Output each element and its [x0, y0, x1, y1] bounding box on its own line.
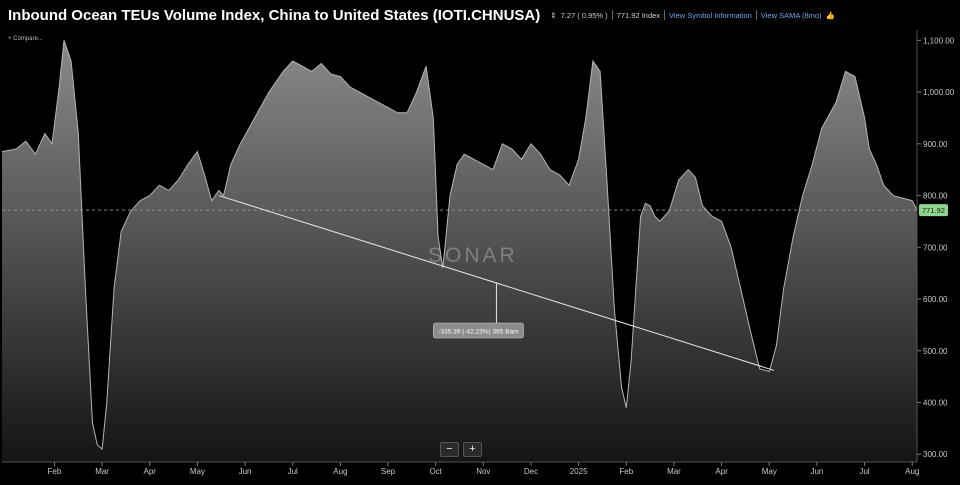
compare-button[interactable]: + Compare...	[8, 36, 43, 42]
y-tick-label: 900.00	[923, 140, 948, 149]
y-tick-label: 500.00	[923, 347, 948, 356]
y-tick-label: 600.00	[923, 295, 948, 304]
thumbs-up-icon[interactable]: 👍	[825, 10, 835, 20]
y-tick-label: 1,100.00	[923, 36, 955, 45]
x-tick-label: Sep	[381, 467, 396, 476]
x-tick-label: Dec	[524, 467, 538, 476]
current-value: 771.92 Index	[616, 10, 661, 20]
chart-header: Inbound Ocean TEUs Volume Index, China t…	[8, 5, 839, 25]
view-sama-link[interactable]: View SAMA (8mo)	[760, 10, 822, 20]
x-tick-label: Apr	[144, 467, 157, 476]
compare-label: Compare...	[13, 36, 43, 42]
x-tick-label: Jun	[239, 467, 252, 476]
x-tick-label: Jun	[810, 467, 823, 476]
x-tick-label: Oct	[429, 467, 442, 476]
up-down-arrow-icon: ⇕	[550, 10, 557, 20]
view-symbol-info-link[interactable]: View Symbol Information	[669, 10, 752, 20]
symbol-meta: ⇕ 7.27 ( 0.95% ) 771.92 Index View Symbo…	[546, 10, 839, 20]
y-tick-label: 300.00	[923, 450, 948, 459]
x-tick-label: Feb	[619, 467, 633, 476]
x-tick-label: Aug	[333, 467, 347, 476]
zoom-out-button[interactable]: −	[440, 442, 459, 457]
current-value-badge	[919, 204, 948, 217]
x-tick-label: Aug	[905, 467, 919, 476]
x-tick-label: Apr	[715, 467, 728, 476]
series-area	[2, 40, 917, 463]
y-tick-label: 1,000.00	[923, 88, 955, 97]
measure-label-box	[433, 322, 524, 339]
x-tick-label: 2025	[570, 467, 588, 476]
x-tick-label: Mar	[95, 467, 109, 476]
meta-divider	[755, 10, 757, 20]
x-tick-label: May	[190, 467, 205, 476]
measure-label: -335.39 (-42.23%) 365 Bars	[438, 328, 519, 335]
y-tick-label: 800.00	[923, 192, 948, 201]
x-tick-label: Jul	[288, 467, 298, 476]
sonar-watermark: SONAR	[428, 244, 518, 267]
change-value: 7.27 ( 0.95% )	[560, 10, 608, 20]
series-line	[1, 40, 918, 451]
chart-title: Inbound Ocean TEUs Volume Index, China t…	[8, 6, 541, 24]
meta-divider	[664, 10, 666, 20]
zoom-controls: − +	[440, 442, 482, 457]
x-tick-label: May	[762, 467, 777, 476]
meta-divider	[611, 10, 613, 20]
y-tick-label: 400.00	[923, 399, 948, 408]
x-tick-label: Mar	[667, 467, 681, 476]
zoom-in-button[interactable]: +	[463, 442, 482, 457]
x-tick-label: Nov	[476, 467, 490, 476]
y-tick-label: 700.00	[923, 243, 948, 252]
x-tick-label: Feb	[48, 467, 62, 476]
x-tick-label: Jul	[859, 467, 869, 476]
current-value-badge-label: 771.92	[922, 206, 945, 215]
